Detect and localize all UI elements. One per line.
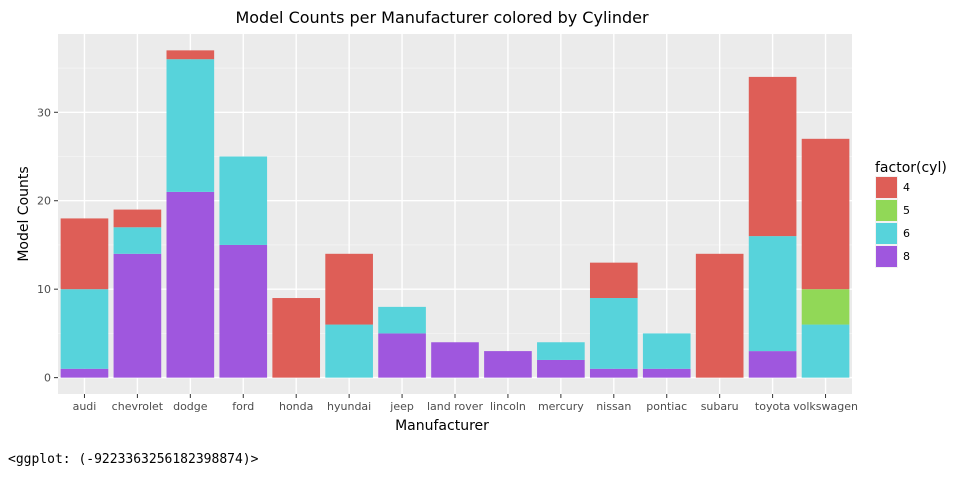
x-tick-label: jeep — [389, 400, 414, 413]
bar-jeep-cyl-6 — [378, 306, 426, 334]
bar-dodge-cyl-8 — [166, 191, 215, 378]
bar-pontiac-cyl-8 — [642, 368, 691, 378]
x-tick-label: volkswagen — [793, 400, 858, 413]
y-tick-label: 0 — [44, 372, 51, 385]
bar-volkswagen-cyl-6 — [801, 324, 850, 378]
bars — [60, 50, 850, 378]
legend-label-cyl-8: 8 — [903, 250, 910, 263]
legend-label-cyl-4: 4 — [903, 181, 910, 194]
legend-key-cyl-8 — [876, 246, 897, 267]
bar-ford-cyl-8 — [219, 244, 268, 378]
ggplot-repr-output: <ggplot: (-9223363256182398874)> — [8, 452, 259, 467]
bar-nissan-cyl-6 — [589, 298, 638, 369]
bar-chevrolet-cyl-6 — [113, 227, 162, 254]
x-axis-title: Manufacturer — [395, 418, 489, 434]
y-axis-title: Model Counts — [16, 166, 32, 261]
bar-chevrolet-cyl-8 — [113, 253, 162, 378]
bar-hyundai-cyl-4 — [325, 253, 373, 325]
x-tick-label: chevrolet — [112, 400, 164, 413]
x-tick-label: nissan — [596, 400, 631, 413]
legend-items: 4 5 6 8 — [875, 176, 910, 268]
legend-key-cyl-4 — [876, 177, 897, 198]
bar-volkswagen-cyl-5 — [801, 289, 850, 325]
legend-label-cyl-6: 6 — [903, 227, 910, 240]
legend-key-cyl-5 — [876, 200, 897, 221]
bar-toyota-cyl-4 — [748, 76, 797, 237]
x-tick-label: subaru — [701, 400, 739, 413]
x-tick-label: hyundai — [327, 400, 371, 413]
bar-chevrolet-cyl-4 — [113, 209, 162, 228]
y-tick-label: 10 — [37, 283, 51, 296]
bar-land-rover-cyl-8 — [431, 342, 479, 378]
y-tick-label: 20 — [37, 195, 51, 208]
bar-toyota-cyl-8 — [748, 351, 797, 378]
legend: factor(cyl) 4 5 6 8 — [875, 160, 947, 268]
bar-subaru-cyl-4 — [695, 253, 744, 378]
bar-mercury-cyl-8 — [537, 359, 585, 378]
bar-toyota-cyl-6 — [748, 236, 797, 352]
bar-ford-cyl-6 — [219, 156, 268, 245]
bar-nissan-cyl-4 — [589, 262, 638, 299]
x-tick-label: audi — [73, 400, 97, 413]
x-tick-label: mercury — [538, 400, 584, 413]
bar-jeep-cyl-8 — [378, 333, 426, 378]
legend-label-cyl-5: 5 — [903, 204, 910, 217]
axes: 0 10 20 30 audi chevrolet dodge ford honda hyunda… — [37, 106, 858, 413]
bar-dodge-cyl-6 — [166, 59, 215, 192]
bar-volkswagen-cyl-4 — [801, 138, 850, 290]
x-tick-label: ford — [232, 400, 254, 413]
x-tick-label: pontiac — [646, 400, 687, 413]
y-tick-label: 30 — [37, 106, 51, 119]
bar-audi-cyl-4 — [60, 218, 109, 290]
x-tick-label: toyota — [755, 400, 790, 413]
bar-lincoln-cyl-8 — [484, 351, 532, 378]
chart-title: Model Counts per Manufacturer colored by… — [235, 8, 649, 27]
bar-hyundai-cyl-6 — [325, 324, 373, 378]
x-tick-label: honda — [279, 400, 313, 413]
bar-mercury-cyl-6 — [537, 342, 585, 360]
bar-audi-cyl-8 — [60, 368, 109, 378]
bar-audi-cyl-6 — [60, 289, 109, 369]
bar-pontiac-cyl-6 — [642, 333, 691, 369]
x-tick-label: lincoln — [490, 400, 526, 413]
bar-honda-cyl-4 — [272, 298, 321, 378]
x-tick-label: land rover — [427, 400, 484, 413]
bar-nissan-cyl-8 — [589, 368, 638, 378]
bar-dodge-cyl-4 — [166, 50, 215, 60]
legend-key-cyl-6 — [876, 223, 897, 244]
legend-title: factor(cyl) — [875, 160, 947, 176]
x-tick-label: dodge — [173, 400, 208, 413]
